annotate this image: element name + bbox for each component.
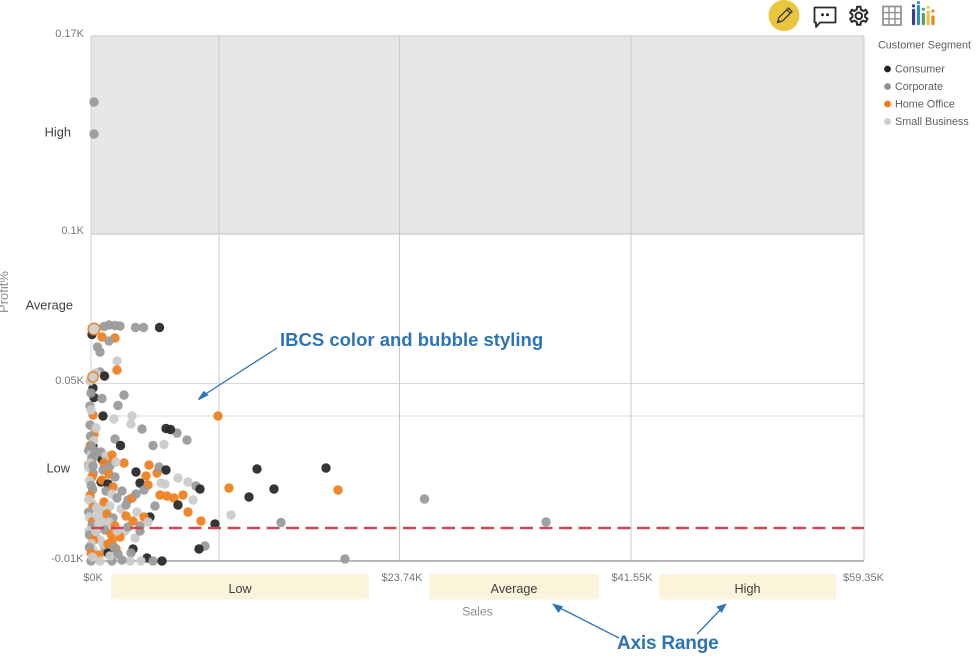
svg-text:Average: Average (491, 582, 538, 596)
svg-text:Average: Average (26, 298, 73, 313)
svg-text:$0K: $0K (83, 572, 103, 584)
svg-text:High: High (45, 125, 71, 140)
svg-text:Small Business: Small Business (895, 116, 969, 128)
svg-text:Corporate: Corporate (895, 81, 943, 93)
svg-text:0.17K: 0.17K (55, 28, 84, 40)
svg-text:0.05K: 0.05K (55, 375, 84, 387)
svg-text:Consumer: Consumer (895, 64, 945, 76)
svg-text:Low: Low (228, 582, 252, 596)
svg-text:Sales: Sales (462, 605, 493, 619)
svg-text:IBCS color and bubble styling: IBCS color and bubble styling (280, 329, 543, 350)
svg-text:Axis Range: Axis Range (617, 633, 718, 654)
svg-text:$23.74K: $23.74K (382, 572, 424, 584)
svg-text:Low: Low (47, 461, 71, 476)
svg-text:0.1K: 0.1K (61, 225, 84, 237)
svg-text:Home Office: Home Office (895, 99, 955, 111)
svg-text:High: High (735, 582, 761, 596)
svg-text:Customer Segment: Customer Segment (878, 40, 971, 52)
svg-text:$41.55K: $41.55K (612, 572, 654, 584)
svg-text:-0.01K: -0.01K (51, 553, 84, 565)
svg-text:Profit%: Profit% (0, 271, 11, 313)
svg-text:$59.35K: $59.35K (843, 572, 885, 584)
